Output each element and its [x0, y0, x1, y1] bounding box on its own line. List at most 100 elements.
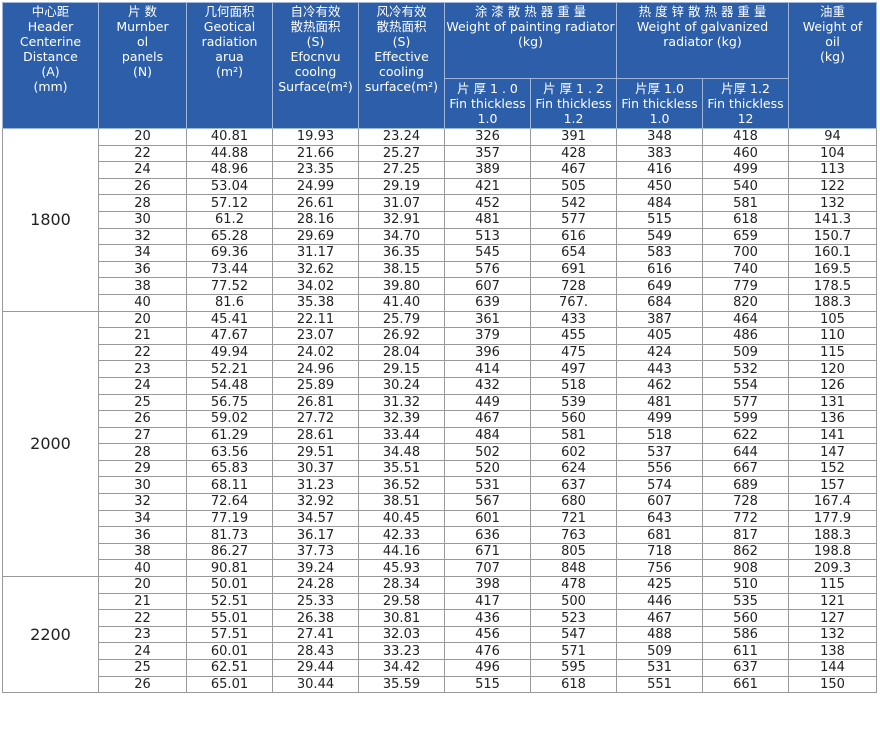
header-line: (S): [392, 34, 411, 49]
data-cell: 23: [98, 625, 187, 644]
data-cell: 532: [702, 360, 790, 378]
data-cell: 152: [788, 459, 878, 478]
header-line: Distance: [23, 49, 78, 64]
data-cell: 379: [444, 327, 531, 345]
data-cell: 29.19: [358, 177, 445, 196]
data-cell: 34.42: [358, 659, 445, 677]
data-cell: 34: [98, 509, 187, 528]
header-line: 片 厚 1 . 2: [543, 81, 604, 96]
data-cell: 60.01: [186, 642, 273, 660]
subheader-cell: 片厚 1.2 Fin thickless 12: [702, 78, 790, 129]
data-cell: 551: [616, 675, 704, 694]
data-cell: 169.5: [788, 260, 878, 279]
data-cell: 65.83: [186, 459, 273, 478]
data-cell: 44.88: [186, 144, 273, 163]
data-cell: 34.48: [358, 443, 445, 461]
data-cell: 689: [702, 476, 790, 495]
data-cell: 29.44: [272, 659, 359, 677]
header-line: (m²): [216, 64, 243, 79]
data-row: 32 65.28 29.69 34.70 513 616 549 659 150.7: [3, 227, 878, 246]
header-line: 风冷有效: [376, 4, 427, 19]
data-cell: 177.9: [788, 509, 878, 528]
data-cell: 20: [98, 576, 187, 594]
data-cell: 23.07: [272, 327, 359, 345]
data-cell: 35.59: [358, 675, 445, 694]
data-cell: 150.7: [788, 227, 878, 246]
header-line: Geotical: [203, 19, 256, 34]
header-line: Centerine: [19, 34, 82, 49]
data-row: 21 52.51 25.33 29.58 417 500 446 535 121: [3, 592, 878, 611]
header-line: (S): [306, 34, 325, 49]
data-cell: 405: [616, 327, 704, 345]
data-cell: 545: [444, 244, 531, 262]
data-cell: 147: [788, 443, 878, 461]
data-row: 32 72.64 32.92 38.51 567 680 607 728 167.4: [3, 493, 878, 511]
data-cell: 26.92: [358, 327, 445, 345]
header-line: panels: [121, 49, 164, 64]
data-cell: 68.11: [186, 476, 273, 495]
data-cell: 862: [702, 542, 790, 561]
data-row: 23 57.51 27.41 32.03 456 547 488 586 132: [3, 625, 878, 644]
data-cell: 449: [444, 393, 531, 412]
header-cell: 涂 漆 散 热 器 重 量 Weight of painting radiator…: [443, 2, 618, 79]
header-line: Fin thickless: [535, 96, 612, 111]
data-cell: 455: [529, 327, 618, 345]
data-cell: 65.28: [186, 227, 273, 246]
data-cell: 707: [444, 559, 531, 578]
data-cell: 120: [788, 360, 878, 378]
data-cell: 700: [702, 244, 790, 262]
header-line: 片 厚 1 . 0: [457, 81, 518, 96]
data-cell: 644: [702, 443, 790, 461]
data-cell: 740: [702, 260, 790, 279]
data-cell: 574: [616, 476, 704, 495]
data-cell: 496: [444, 659, 531, 677]
header-line: Fin thickless: [707, 96, 784, 111]
data-cell: 23.24: [358, 128, 445, 146]
data-cell: 452: [444, 194, 531, 212]
data-cell: 27.72: [272, 410, 359, 428]
data-cell: 127: [788, 609, 878, 627]
data-cell: 556: [616, 459, 704, 478]
data-cell: 188.3: [788, 293, 878, 312]
data-cell: 391: [529, 128, 618, 146]
data-row: 24 48.96 23.35 27.25 389 467 416 499 113: [3, 161, 878, 179]
data-cell: 24.02: [272, 343, 359, 362]
header-line: Effective: [374, 49, 429, 64]
header-cell: 热 度 锌 散 热 器 重 量 Weight of galvanized radia…: [616, 2, 790, 79]
data-cell: 637: [702, 659, 790, 677]
distance-cell: 2000: [2, 310, 99, 578]
data-cell: 94: [788, 128, 878, 146]
data-cell: 542: [529, 194, 618, 212]
data-cell: 42.33: [358, 526, 445, 544]
data-cell: 595: [529, 659, 618, 677]
data-cell: 601: [444, 509, 531, 528]
data-cell: 462: [616, 376, 704, 395]
data-row: 38 77.52 34.02 39.80 607 728 649 779 178.5: [3, 277, 878, 295]
data-cell: 357: [444, 144, 531, 163]
data-cell: 56.75: [186, 393, 273, 412]
data-cell: 25.89: [272, 376, 359, 395]
data-cell: 772: [702, 509, 790, 528]
data-cell: 639: [444, 293, 531, 312]
data-cell: 649: [616, 277, 704, 295]
data-row: 25 62.51 29.44 34.42 496 595 531 637 144: [3, 659, 878, 677]
data-cell: 32.62: [272, 260, 359, 279]
data-cell: 57.51: [186, 625, 273, 644]
data-cell: 25.79: [358, 310, 445, 329]
data-cell: 643: [616, 509, 704, 528]
data-cell: 26: [98, 177, 187, 196]
data-cell: 40.45: [358, 509, 445, 528]
header-line: coolng: [294, 64, 337, 79]
data-cell: 141: [788, 426, 878, 445]
data-cell: 24.99: [272, 177, 359, 196]
data-cell: 27: [98, 426, 187, 445]
header-line: ol: [136, 34, 149, 49]
data-cell: 500: [529, 592, 618, 611]
data-row: 22 44.88 21.66 25.27 357 428 383 460 104: [3, 144, 878, 163]
data-cell: 560: [702, 609, 790, 627]
data-row: 24 54.48 25.89 30.24 432 518 462 554 126: [3, 376, 878, 395]
data-cell: 27.25: [358, 161, 445, 179]
data-cell: 26: [98, 410, 187, 428]
header-line: Weight of galvanized: [636, 19, 769, 34]
data-cell: 32.03: [358, 625, 445, 644]
